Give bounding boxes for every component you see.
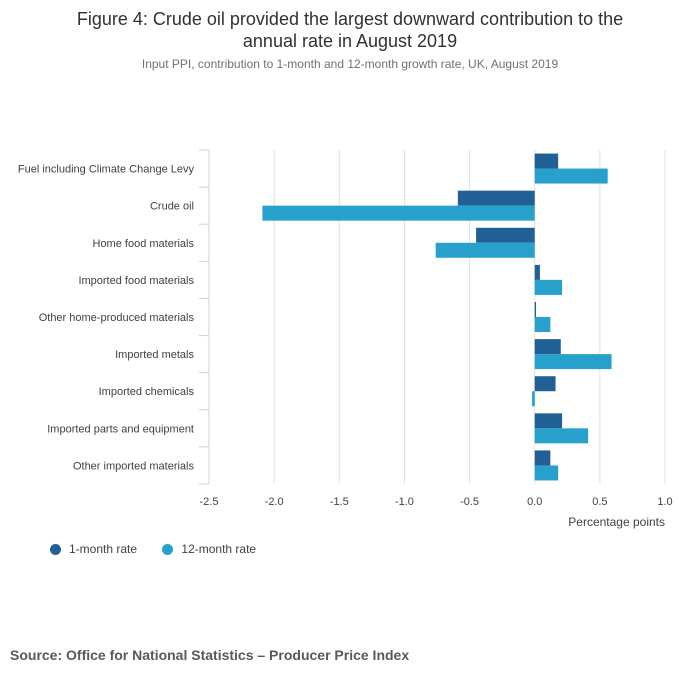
x-tick-label-2: -1.5: [330, 496, 349, 508]
x-tick-label-0: -2.5: [200, 496, 219, 508]
legend-label-12-month: 12-month rate: [181, 542, 257, 556]
category-label-1: Crude oil: [150, 201, 194, 213]
bar-1-month-3: [534, 264, 540, 280]
category-label-7: Imported parts and equipment: [47, 423, 194, 435]
bar-12-month-1: [262, 205, 535, 221]
category-label-0: Fuel including Climate Change Levy: [18, 164, 195, 176]
bar-12-month-4: [534, 317, 551, 332]
x-tick-label-1: -2.0: [265, 496, 284, 508]
legend-item-12-month[interactable]: 12-month rate: [162, 542, 256, 556]
category-label-4: Other home-produced materials: [39, 312, 195, 324]
legend-label-1-month: 1-month rate: [69, 542, 138, 556]
x-tick-label-7: 1.0: [657, 496, 672, 508]
bar-1-month-0: [534, 153, 559, 169]
chart-title-line-1: Figure 4: Crude oil provided the largest…: [76, 9, 624, 29]
bar-12-month-0: [534, 168, 608, 184]
bar-12-month-5: [534, 354, 612, 370]
bar-1-month-6: [534, 376, 556, 392]
bar-12-month-7: [534, 428, 589, 444]
category-label-5: Imported metals: [115, 349, 194, 361]
bar-1-month-8: [534, 450, 551, 466]
x-tick-label-4: -0.5: [460, 496, 479, 508]
category-label-2: Home food materials: [93, 238, 195, 250]
x-tick-label-3: -1.0: [395, 496, 414, 508]
bar-12-month-8: [534, 465, 559, 481]
bar-1-month-5: [534, 339, 561, 355]
x-tick-label-5: 0.0: [527, 496, 542, 508]
chart-subtitle: Input PPI, contribution to 1-month and 1…: [141, 57, 559, 71]
source-note: Source: Office for National Statistics –…: [10, 647, 410, 663]
bar-1-month-7: [534, 413, 563, 429]
bar-12-month-3: [534, 279, 563, 295]
category-label-3: Imported food materials: [78, 275, 194, 287]
x-axis-title: Percentage points: [568, 515, 665, 529]
bar-chart: Fuel including Climate Change Levy Crude …: [18, 149, 673, 529]
category-label-8: Other imported materials: [73, 460, 195, 472]
chart-title: Figure 4: Crude oil provided the largest…: [0, 8, 700, 52]
x-tick-label-6: 0.5: [592, 496, 607, 508]
chart-title-line-2: annual rate in August 2019: [242, 31, 458, 51]
bar-1-month-2: [476, 227, 535, 243]
bar-12-month-6: [532, 391, 535, 407]
bar-1-month-4: [534, 302, 537, 317]
legend-item-1-month[interactable]: 1-month rate: [50, 542, 137, 556]
legend-dot-1-month: [50, 543, 61, 555]
bar-12-month-2: [435, 242, 535, 258]
chart-legend: 1-month rate 12-month rate: [50, 542, 278, 558]
legend-dot-12-month: [162, 543, 174, 555]
bar-1-month-1: [457, 190, 535, 206]
category-label-6: Imported chemicals: [99, 386, 195, 398]
